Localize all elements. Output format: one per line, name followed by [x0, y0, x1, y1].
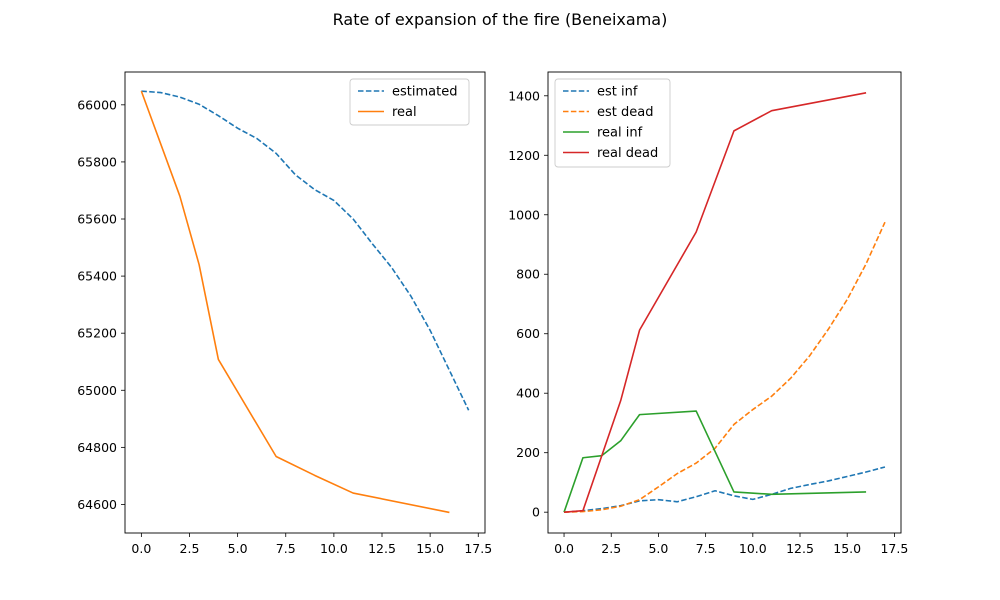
legend-box — [554, 78, 671, 168]
y-tick-label: 1400 — [508, 88, 540, 103]
legend-label-est-inf: est inf — [597, 85, 638, 100]
legend-label-real-dead: real dead — [597, 146, 658, 161]
x-tick-label: 17.5 — [880, 541, 908, 556]
x-tick-label: 17.5 — [464, 541, 492, 556]
y-tick-label: 600 — [516, 326, 540, 341]
legend-label-est-dead: est dead — [597, 105, 653, 120]
y-tick-label: 65200 — [77, 326, 117, 341]
y-tick-label: 200 — [516, 445, 540, 460]
y-tick-label: 64600 — [77, 497, 117, 512]
y-tick-label: 800 — [516, 267, 540, 282]
x-tick-label: 2.5 — [180, 541, 200, 556]
series-line-real-dead — [563, 92, 867, 513]
legend-box — [349, 78, 470, 126]
y-tick-label: 65800 — [77, 154, 117, 169]
legend: est inf est dead real inf real dead — [554, 78, 671, 168]
series-line-estimated — [141, 90, 470, 411]
legend-label-real: real — [392, 105, 417, 120]
x-tick-label: 5.0 — [228, 541, 248, 556]
y-tick-label: 65600 — [77, 212, 117, 227]
x-tick-label: 5.0 — [648, 541, 668, 556]
axes-frame — [547, 71, 902, 534]
series-line-real — [140, 90, 450, 514]
axes-frame — [124, 71, 486, 534]
figure-suptitle: Rate of expansion of the fire (Beneixama… — [333, 10, 668, 29]
y-tick-label: 65400 — [77, 269, 117, 284]
y-tick-label: 400 — [516, 386, 540, 401]
series-line-est-dead — [564, 221, 886, 513]
y-tick-label: 1000 — [508, 207, 540, 222]
y-tick-label: 1200 — [508, 148, 540, 163]
x-tick-label: 15.0 — [833, 541, 861, 556]
y-tick-label: 65000 — [77, 383, 117, 398]
x-tick-label: 12.5 — [368, 541, 396, 556]
series-line-real-inf — [563, 410, 867, 513]
series-line-est-inf — [563, 466, 886, 513]
x-tick-label: 0.0 — [131, 541, 151, 556]
y-tick-label: 66000 — [77, 97, 117, 112]
legend-label-estimated: estimated — [392, 85, 457, 100]
x-tick-label: 0.0 — [554, 541, 574, 556]
x-tick-label: 12.5 — [786, 541, 814, 556]
x-tick-label: 7.5 — [696, 541, 716, 556]
right-chart-panel: 0.0 2.5 5.0 7.5 10.0 12.5 15.0 17.5 0 200 400 600 80… — [508, 71, 908, 556]
y-tick-label: 0 — [532, 505, 540, 520]
legend-label-real-inf: real inf — [597, 126, 643, 141]
x-tick-label: 7.5 — [276, 541, 296, 556]
x-tick-label: 10.0 — [739, 541, 767, 556]
x-tick-label: 15.0 — [416, 541, 444, 556]
x-tick-label: 2.5 — [601, 541, 621, 556]
legend: estimated real — [349, 78, 470, 126]
x-tick-label: 10.0 — [320, 541, 348, 556]
left-chart-panel: 0.0 2.5 5.0 7.5 10.0 12.5 15.0 17.5 64600 64800 65… — [77, 71, 492, 556]
y-tick-label: 64800 — [77, 440, 117, 455]
